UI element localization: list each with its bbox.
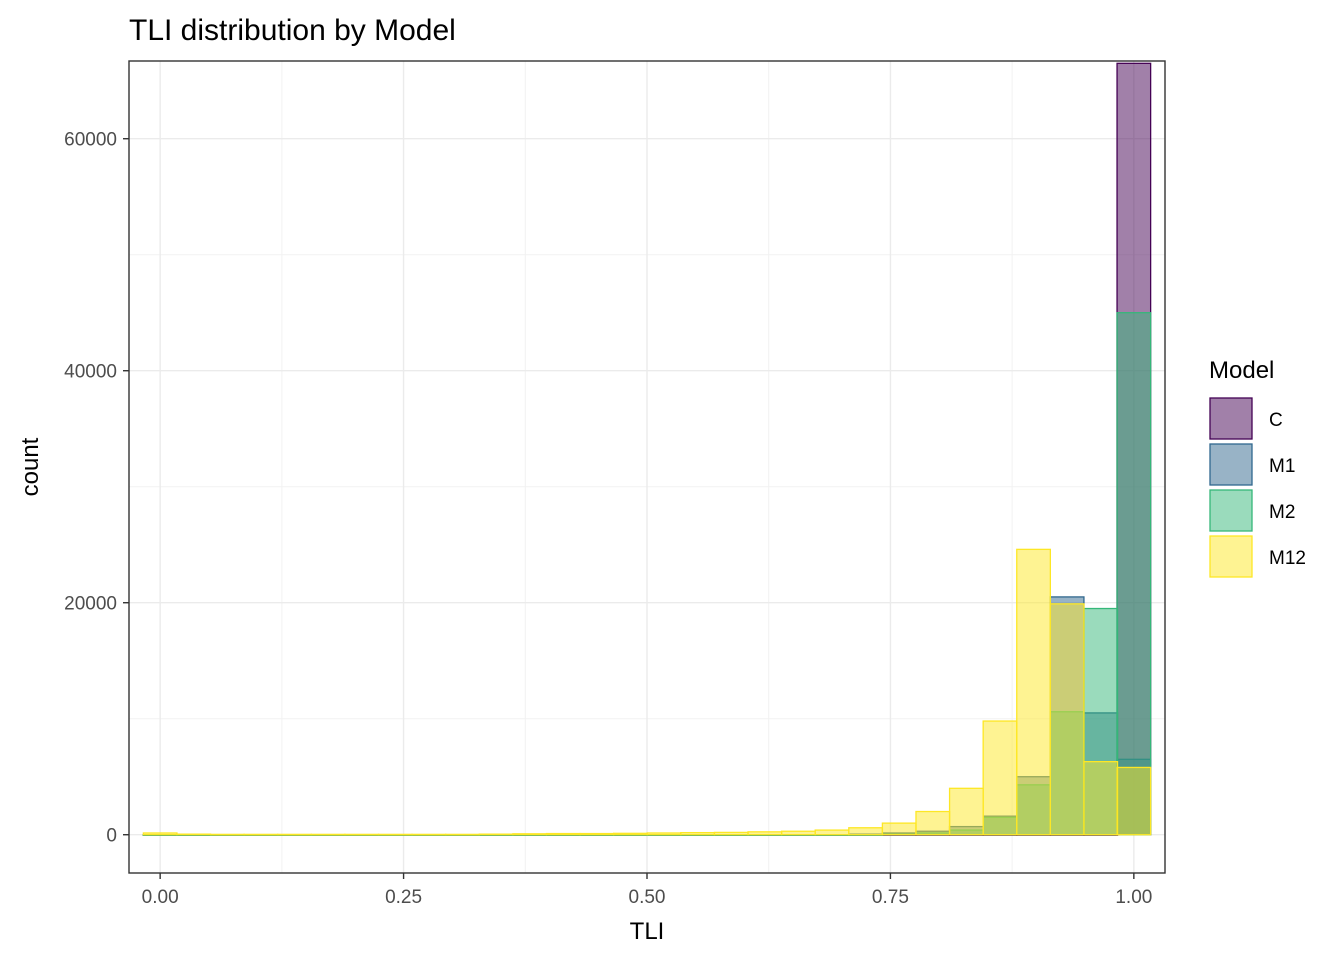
x-tick-label: 1.00 xyxy=(1115,887,1152,908)
series-M12 xyxy=(142,548,1152,836)
legend-label: M2 xyxy=(1269,502,1295,523)
histogram-bar xyxy=(411,833,447,836)
legend-label: M1 xyxy=(1269,456,1295,477)
histogram-bar xyxy=(176,833,212,836)
x-tick-label: 0.00 xyxy=(142,887,179,908)
histogram-bar xyxy=(445,833,480,836)
histogram-bar xyxy=(512,833,548,836)
gridlines xyxy=(129,61,1165,873)
legend-key xyxy=(1209,443,1253,486)
legend-label: C xyxy=(1269,410,1283,431)
histogram-bar xyxy=(142,832,178,836)
x-axis-title: TLI xyxy=(630,918,665,945)
legend-title: Model xyxy=(1209,357,1274,384)
histogram-bar xyxy=(545,832,581,836)
histogram-bar xyxy=(982,720,1018,836)
legend-key xyxy=(1209,397,1253,440)
histogram-bar xyxy=(814,829,850,836)
histogram-bar xyxy=(747,831,783,836)
histogram-bar xyxy=(780,830,816,836)
histogram-bar xyxy=(209,833,245,836)
y-tick-label: 0 xyxy=(106,826,117,847)
legend-key xyxy=(1209,489,1253,532)
legend: Model C M1 M2 M12 xyxy=(1209,357,1306,578)
chart-title: TLI distribution by Model xyxy=(129,14,456,47)
axes: 0.00 0.25 0.50 0.75 1.00 0 20000 40000 60000 xyxy=(64,130,1152,908)
histogram-bar xyxy=(848,827,884,836)
x-tick-label: 0.50 xyxy=(629,887,666,908)
histogram-bar xyxy=(243,833,279,836)
legend-key xyxy=(1209,535,1253,578)
histogram-bar xyxy=(915,810,951,836)
histogram-bar xyxy=(277,833,312,836)
histogram-bar xyxy=(1116,312,1152,836)
histogram-bar xyxy=(948,787,984,836)
legend-label: M12 xyxy=(1269,548,1306,569)
histogram-bar xyxy=(1083,760,1119,836)
histogram-bar xyxy=(881,822,917,836)
histogram-bar xyxy=(344,833,380,836)
histogram-bar xyxy=(1016,548,1051,836)
histogram-bar xyxy=(377,833,413,836)
histogram-bar xyxy=(680,831,716,836)
histogram-bar xyxy=(646,832,682,836)
histogram-bar xyxy=(478,833,514,836)
y-tick-label: 40000 xyxy=(64,362,117,383)
histogram-bar xyxy=(310,833,346,836)
histogram-bar xyxy=(713,831,749,836)
histogram-bar xyxy=(579,832,615,836)
x-tick-label: 0.75 xyxy=(872,887,909,908)
histogram-bar xyxy=(613,832,648,836)
histogram-bars xyxy=(142,62,1152,836)
y-tick-label: 20000 xyxy=(64,594,117,615)
histogram-bar xyxy=(1116,766,1152,836)
x-tick-label: 0.25 xyxy=(385,887,422,908)
y-axis-title: count xyxy=(17,437,44,496)
histogram-bar xyxy=(1049,603,1085,836)
y-tick-label: 60000 xyxy=(64,130,117,151)
